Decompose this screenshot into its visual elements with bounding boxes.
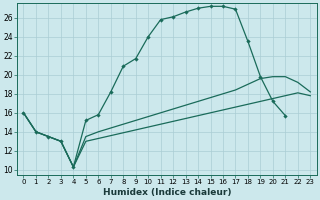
X-axis label: Humidex (Indice chaleur): Humidex (Indice chaleur) (103, 188, 231, 197)
